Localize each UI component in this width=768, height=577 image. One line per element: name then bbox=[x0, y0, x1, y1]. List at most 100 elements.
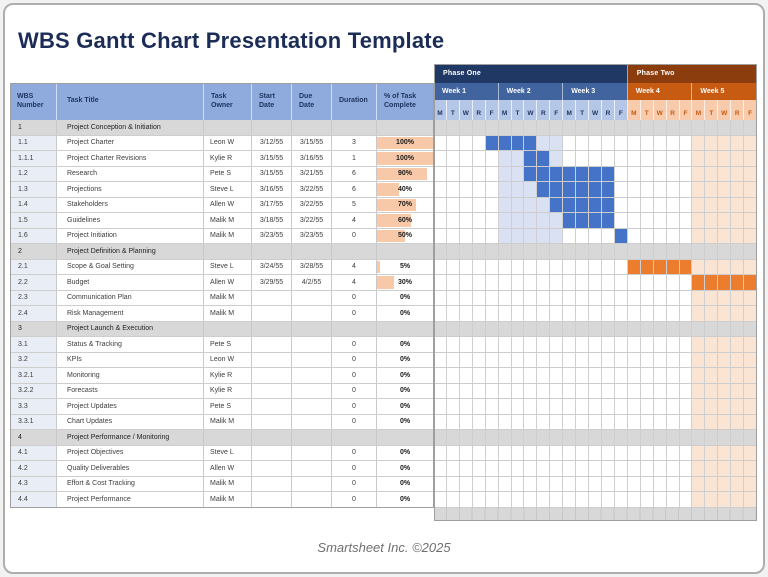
gantt-cell bbox=[576, 476, 590, 491]
cell-owner: Allen W bbox=[204, 461, 252, 476]
percent-complete-bar bbox=[377, 136, 433, 149]
gantt-cell bbox=[679, 275, 693, 290]
cell-due: 3/22/55 bbox=[292, 213, 332, 228]
gantt-cell bbox=[705, 321, 719, 336]
gantt-cell bbox=[589, 321, 602, 336]
gantt-cell bbox=[627, 182, 641, 197]
gantt-band-cell bbox=[692, 399, 706, 414]
gantt-cell bbox=[563, 135, 577, 150]
gantt-row-cells bbox=[434, 414, 758, 429]
gantt-cell bbox=[459, 445, 473, 460]
cell-start bbox=[252, 399, 292, 414]
gantt-cell bbox=[485, 430, 499, 445]
gantt-cell bbox=[692, 244, 706, 259]
gantt-bar-cell bbox=[563, 166, 577, 181]
gantt-cell bbox=[666, 213, 680, 228]
gantt-band-cell bbox=[705, 151, 719, 166]
gantt-cell bbox=[679, 306, 693, 321]
gantt-cell bbox=[627, 275, 641, 290]
cell-title: Communication Plan bbox=[57, 290, 204, 305]
gantt-cell bbox=[537, 337, 551, 352]
gantt-cell bbox=[550, 492, 564, 507]
gantt-row-cells bbox=[434, 399, 758, 414]
cell-due bbox=[292, 383, 332, 398]
gantt-cell bbox=[472, 399, 486, 414]
gantt-cell bbox=[563, 275, 577, 290]
gantt-cell bbox=[537, 352, 551, 367]
gantt-cell bbox=[472, 476, 486, 491]
gantt-cell bbox=[718, 244, 732, 259]
gantt-cell bbox=[614, 213, 628, 228]
gantt-band-cell bbox=[731, 306, 745, 321]
gantt-band-cell bbox=[718, 414, 732, 429]
cell-due bbox=[292, 306, 332, 321]
gantt-cell bbox=[576, 290, 590, 305]
task-row: 1.1 Project Charter Leon W 3/12/55 3/15/55 3 1… bbox=[10, 135, 758, 151]
gantt-cell bbox=[498, 275, 512, 290]
gantt-band-cell bbox=[731, 166, 745, 181]
gantt-band-cell bbox=[744, 135, 758, 150]
day-header: F bbox=[485, 100, 499, 120]
task-row: 4.1 Project Objectives Steve L 0 0% bbox=[10, 445, 758, 461]
gantt-band-cell bbox=[731, 383, 745, 398]
gantt-cell bbox=[472, 228, 486, 243]
cell-owner bbox=[204, 244, 252, 259]
cell-duration: 0 bbox=[332, 414, 377, 429]
percent-complete-value: 30% bbox=[397, 278, 412, 286]
gantt-cell bbox=[653, 368, 667, 383]
gantt-cell bbox=[666, 321, 680, 336]
gantt-band-cell bbox=[731, 135, 745, 150]
gantt-cell bbox=[666, 461, 680, 476]
day-header: M bbox=[692, 100, 706, 120]
day-header: M bbox=[434, 100, 447, 120]
gantt-cell bbox=[589, 120, 602, 135]
gantt-cell bbox=[550, 290, 564, 305]
cell-start bbox=[252, 352, 292, 367]
cell-due bbox=[292, 399, 332, 414]
cell-due: 3/28/55 bbox=[292, 259, 332, 274]
gantt-band-cell bbox=[718, 476, 732, 491]
gantt-cell bbox=[653, 430, 667, 445]
cell-duration bbox=[332, 430, 377, 445]
cell-duration: 0 bbox=[332, 290, 377, 305]
task-row: 2.1 Scope & Goal Setting Steve L 3/24/55 3/2… bbox=[10, 259, 758, 275]
gantt-cell bbox=[627, 321, 641, 336]
cell-start bbox=[252, 120, 292, 135]
gantt-cell bbox=[537, 306, 551, 321]
gantt-cell bbox=[666, 120, 680, 135]
gantt-cell bbox=[601, 337, 615, 352]
gantt-cell bbox=[472, 182, 486, 197]
gantt-cell bbox=[537, 368, 551, 383]
cell-due: 3/21/55 bbox=[292, 166, 332, 181]
gantt-cell bbox=[498, 290, 512, 305]
cell-duration: 0 bbox=[332, 445, 377, 460]
cell-start: 3/15/55 bbox=[252, 151, 292, 166]
gantt-band-cell bbox=[731, 414, 745, 429]
gantt-cell bbox=[472, 368, 486, 383]
gantt-cell bbox=[511, 306, 525, 321]
gantt-cell bbox=[434, 151, 447, 166]
cell-start: 3/23/55 bbox=[252, 228, 292, 243]
gantt-cell bbox=[446, 368, 460, 383]
gantt-cell bbox=[472, 151, 486, 166]
gantt-cell bbox=[627, 383, 641, 398]
task-row: 1.1.1 Project Charter Revisions Kylie R 3/1… bbox=[10, 151, 758, 167]
cell-title: Status & Tracking bbox=[57, 337, 204, 352]
percent-complete-bar bbox=[377, 214, 411, 227]
gantt-cell bbox=[731, 120, 745, 135]
cell-title: Effort & Cost Tracking bbox=[57, 476, 204, 491]
gantt-cell bbox=[679, 120, 693, 135]
gantt-cell bbox=[640, 306, 654, 321]
gantt-bar-cell bbox=[744, 275, 758, 290]
gantt-cell bbox=[731, 430, 745, 445]
cell-title: Quality Deliverables bbox=[57, 461, 204, 476]
cell-pct: 100% bbox=[377, 151, 434, 166]
cell-pct: 0% bbox=[377, 492, 434, 507]
gantt-cell bbox=[563, 120, 577, 135]
gantt-row-cells bbox=[434, 166, 758, 181]
gantt-cell bbox=[459, 166, 473, 181]
gantt-band-cell bbox=[511, 228, 525, 243]
gantt-cell bbox=[576, 120, 590, 135]
gantt-cell bbox=[446, 151, 460, 166]
gantt-cell bbox=[627, 244, 641, 259]
